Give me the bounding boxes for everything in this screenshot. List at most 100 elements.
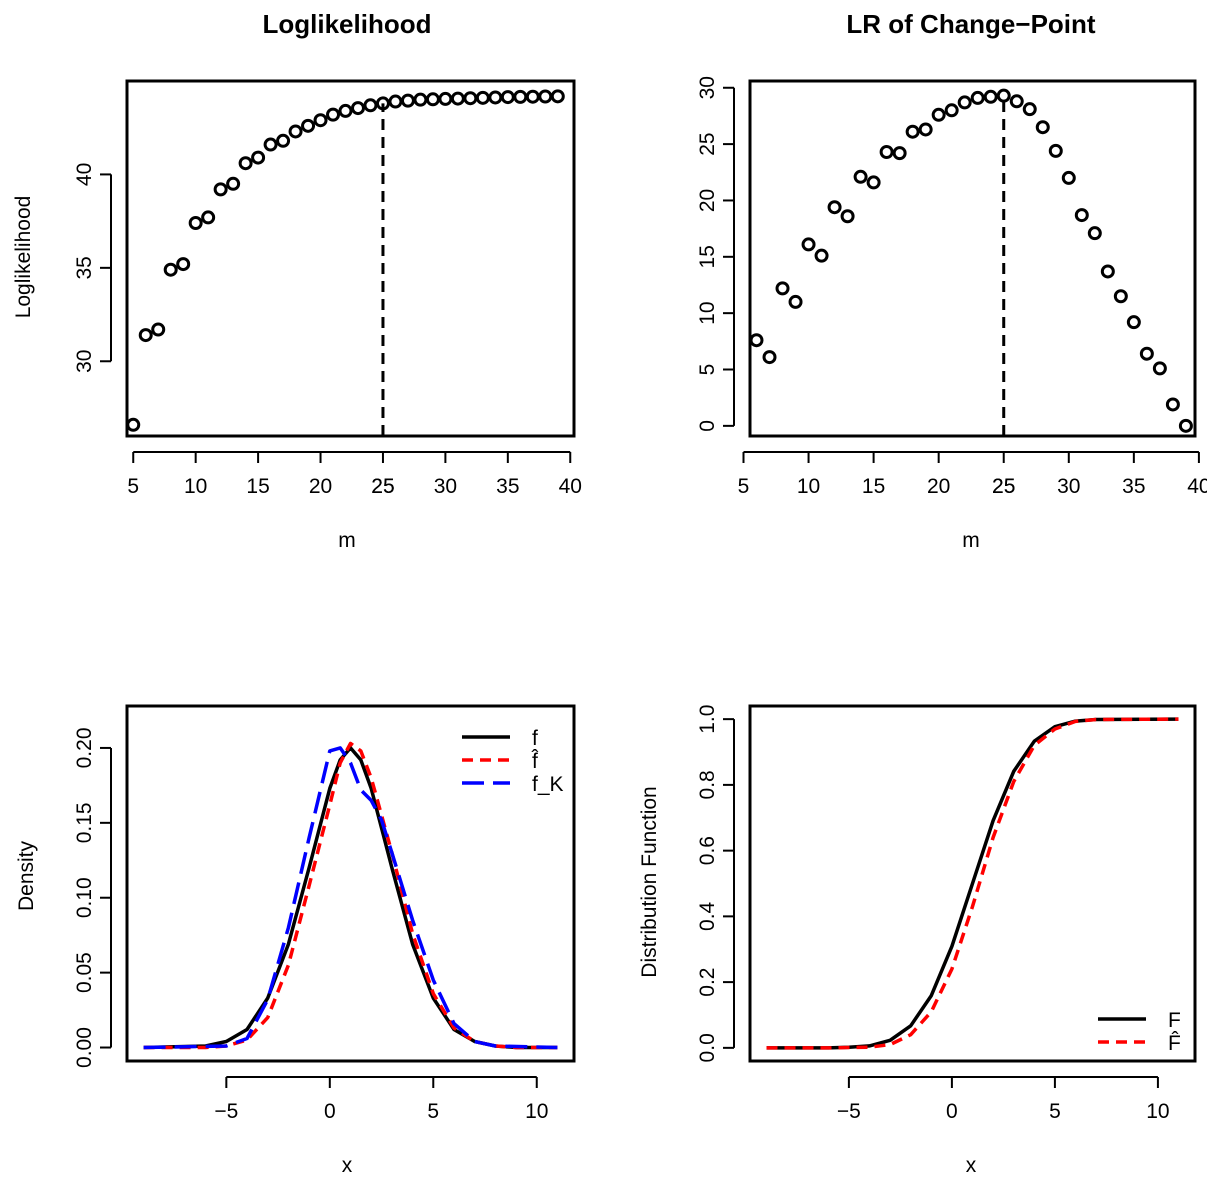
data-point — [550, 89, 565, 104]
data-point — [827, 200, 842, 215]
data-point — [762, 350, 777, 365]
x-tick-label: 20 — [309, 475, 332, 498]
x-tick-label: 30 — [434, 475, 457, 498]
data-point — [788, 294, 803, 309]
data-point — [188, 216, 203, 230]
data-point — [438, 91, 453, 106]
data-point — [1152, 361, 1167, 376]
series-line — [143, 746, 558, 1050]
change-point-label: 25 — [371, 475, 394, 498]
data-point — [1022, 102, 1037, 117]
y-tick-label: 5 — [696, 364, 719, 376]
loglikelihood-ylabel: Loglikelihood — [12, 196, 35, 319]
lr-change-point-title: LR of Change−Point — [846, 9, 1096, 39]
data-point — [513, 89, 528, 104]
data-point — [538, 89, 553, 104]
x-tick-label: 15 — [246, 475, 269, 498]
legend-label: f̂ — [531, 750, 539, 773]
legend-label: F — [1168, 1009, 1181, 1032]
x-tick-label: 35 — [496, 475, 519, 498]
x-tick-label: 5 — [127, 475, 139, 498]
data-point — [957, 95, 972, 110]
y-tick-label: 0.20 — [73, 728, 96, 769]
x-tick-label: 0 — [946, 1100, 958, 1123]
data-point — [944, 103, 959, 118]
data-point — [525, 89, 540, 104]
data-point — [338, 103, 353, 118]
x-tick-label: 5 — [1049, 1100, 1061, 1123]
data-point — [905, 124, 920, 139]
data-point — [840, 209, 855, 224]
x-tick-label: 25 — [371, 475, 394, 498]
x-tick-label: 10 — [184, 475, 207, 498]
plot-frame — [748, 79, 1197, 438]
x-tick-label: −5 — [214, 1100, 238, 1123]
plot-frame — [125, 704, 576, 1063]
legend-label: F̂ — [1168, 1032, 1181, 1055]
y-tick-label: 0.15 — [73, 802, 96, 843]
data-point — [226, 176, 241, 191]
data-point — [238, 156, 253, 171]
y-tick-label: 25 — [696, 132, 719, 155]
x-tick-label: 35 — [1122, 475, 1145, 498]
data-point — [775, 281, 790, 296]
x-tick-label: 10 — [525, 1100, 548, 1123]
data-point — [1009, 94, 1024, 109]
data-point — [176, 257, 191, 272]
x-tick-label: 15 — [862, 475, 885, 498]
data-point — [251, 150, 266, 165]
x-tick-label: −5 — [837, 1100, 861, 1123]
y-tick-label: 0.10 — [73, 877, 96, 918]
data-point — [1126, 315, 1141, 330]
loglikelihood-xlabel: m — [338, 529, 356, 552]
distribution-function-xlabel: x — [966, 1154, 977, 1177]
data-point — [892, 146, 907, 161]
distribution-function-plot: x Distribution Function −5 0 5 10 0.0 0.2 0.4 0… — [638, 704, 1197, 1177]
y-tick-label: 0.8 — [696, 770, 719, 799]
plot-frame — [748, 704, 1197, 1063]
data-point — [1061, 170, 1076, 185]
y-tick-label: 0.4 — [696, 901, 719, 931]
data-point — [450, 91, 465, 106]
loglikelihood-plot: Loglikelihood m Loglikelihood 5 10 15 20 25 3… — [12, 9, 582, 552]
data-point — [853, 169, 868, 184]
data-point — [488, 90, 503, 105]
data-point — [363, 98, 378, 113]
data-point — [313, 113, 328, 128]
data-point — [151, 322, 166, 337]
data-point — [413, 92, 428, 107]
y-tick-label: 35 — [73, 256, 96, 279]
data-point — [970, 90, 985, 105]
data-point — [866, 175, 881, 190]
x-tick-label: 20 — [927, 475, 950, 498]
series-line — [766, 717, 1179, 1050]
data-point — [801, 237, 816, 252]
data-point — [138, 328, 153, 343]
y-tick-label: 0.0 — [696, 1033, 719, 1062]
series-line — [143, 741, 558, 1050]
x-tick-label: 10 — [797, 475, 820, 498]
data-point — [400, 93, 415, 108]
y-tick-label: 0.00 — [73, 1027, 96, 1068]
y-tick-label: 15 — [696, 245, 719, 268]
x-tick-label: 5 — [738, 475, 750, 498]
data-point — [350, 101, 365, 116]
y-tick-label: 1.0 — [696, 705, 719, 734]
x-tick-label: 30 — [1057, 475, 1080, 498]
y-tick-label: 40 — [73, 163, 96, 186]
lr-change-point-xlabel: m — [962, 529, 980, 552]
data-point — [475, 90, 490, 105]
distribution-function-ylabel: Distribution Function — [638, 786, 661, 977]
data-point — [1048, 143, 1063, 158]
data-point — [749, 333, 764, 348]
series-line — [143, 746, 558, 1050]
data-point — [983, 89, 998, 104]
x-tick-label: 40 — [1187, 475, 1207, 498]
data-point — [213, 182, 228, 197]
data-point — [1178, 418, 1193, 433]
density-xlabel: x — [342, 1154, 353, 1177]
data-point — [1139, 346, 1154, 361]
y-tick-label: 30 — [696, 76, 719, 99]
density-plot: x Density −5 0 5 10 0.00 0.05 0.10 0.15 0.20 ff̂f… — [15, 704, 576, 1177]
